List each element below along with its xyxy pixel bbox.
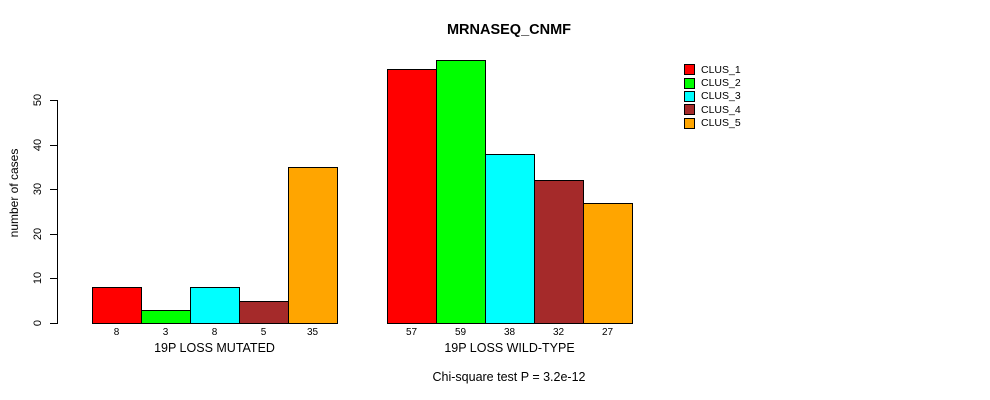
bar-value-label: 3 — [162, 327, 169, 338]
bar-clus_1 — [92, 287, 142, 324]
y-axis-tick — [50, 189, 57, 191]
legend-swatch-clus_5 — [684, 117, 695, 129]
legend-label: CLUS_5 — [701, 117, 741, 130]
legend-label: CLUS_2 — [701, 77, 741, 90]
legend-swatch-clus_1 — [684, 64, 695, 76]
y-axis-line — [57, 100, 58, 324]
legend: CLUS_1 CLUS_2 CLUS_3 CLUS_4 CLUS_5 — [684, 63, 741, 130]
y-axis-tick — [50, 144, 57, 146]
chart-title: MRNASEQ_CNMF — [446, 22, 572, 38]
legend-item: CLUS_3 — [684, 90, 741, 103]
y-axis-label: number of cases — [7, 148, 21, 238]
bar-clus_5 — [288, 167, 338, 324]
y-axis-tick-label: 50 — [32, 93, 44, 107]
bar-clus_1 — [387, 69, 437, 324]
y-axis-tick-label: 40 — [32, 138, 44, 151]
legend-label: CLUS_3 — [701, 90, 741, 103]
legend-label: CLUS_4 — [701, 103, 741, 116]
bar-clus_4 — [534, 180, 584, 324]
legend-item: CLUS_4 — [684, 103, 741, 116]
bar-value-label: 38 — [503, 327, 516, 338]
bar-value-label: 32 — [552, 327, 565, 338]
bar-clus_5 — [583, 203, 633, 324]
x-group-label: 19P LOSS MUTATED — [154, 341, 275, 355]
legend-label: CLUS_1 — [701, 63, 741, 76]
bar-clus_2 — [141, 310, 191, 324]
bar-clus_3 — [485, 154, 535, 324]
bar-clus_4 — [239, 301, 289, 324]
legend-item: CLUS_5 — [684, 117, 741, 130]
bar-value-label: 27 — [601, 327, 614, 338]
legend-swatch-clus_2 — [684, 77, 695, 89]
bar-value-label: 57 — [405, 327, 418, 338]
chi-square-annotation: Chi-square test P = 3.2e-12 — [432, 370, 586, 384]
y-axis-tick — [50, 233, 57, 235]
y-axis-tick — [50, 100, 57, 101]
bar-value-label: 8 — [113, 327, 120, 338]
x-group-label: 19P LOSS WILD-TYPE — [444, 341, 575, 355]
bar-value-label: 59 — [454, 327, 467, 338]
bar-clus_3 — [190, 287, 240, 324]
legend-swatch-clus_3 — [684, 90, 695, 102]
y-axis-tick-label: 10 — [32, 272, 44, 285]
bar-clus_2 — [436, 60, 486, 324]
y-axis-tick — [50, 278, 57, 280]
bar-value-label: 35 — [306, 327, 319, 338]
y-axis-tick-label: 20 — [32, 227, 44, 240]
y-axis-tick-label: 30 — [32, 183, 44, 196]
bar-value-label: 8 — [211, 327, 218, 338]
y-axis-tick-label: 0 — [32, 319, 44, 327]
bar-value-label: 5 — [260, 327, 267, 338]
legend-item: CLUS_2 — [684, 76, 741, 89]
legend-item: CLUS_1 — [684, 63, 741, 76]
y-axis-tick — [50, 323, 57, 324]
legend-swatch-clus_4 — [684, 104, 695, 116]
